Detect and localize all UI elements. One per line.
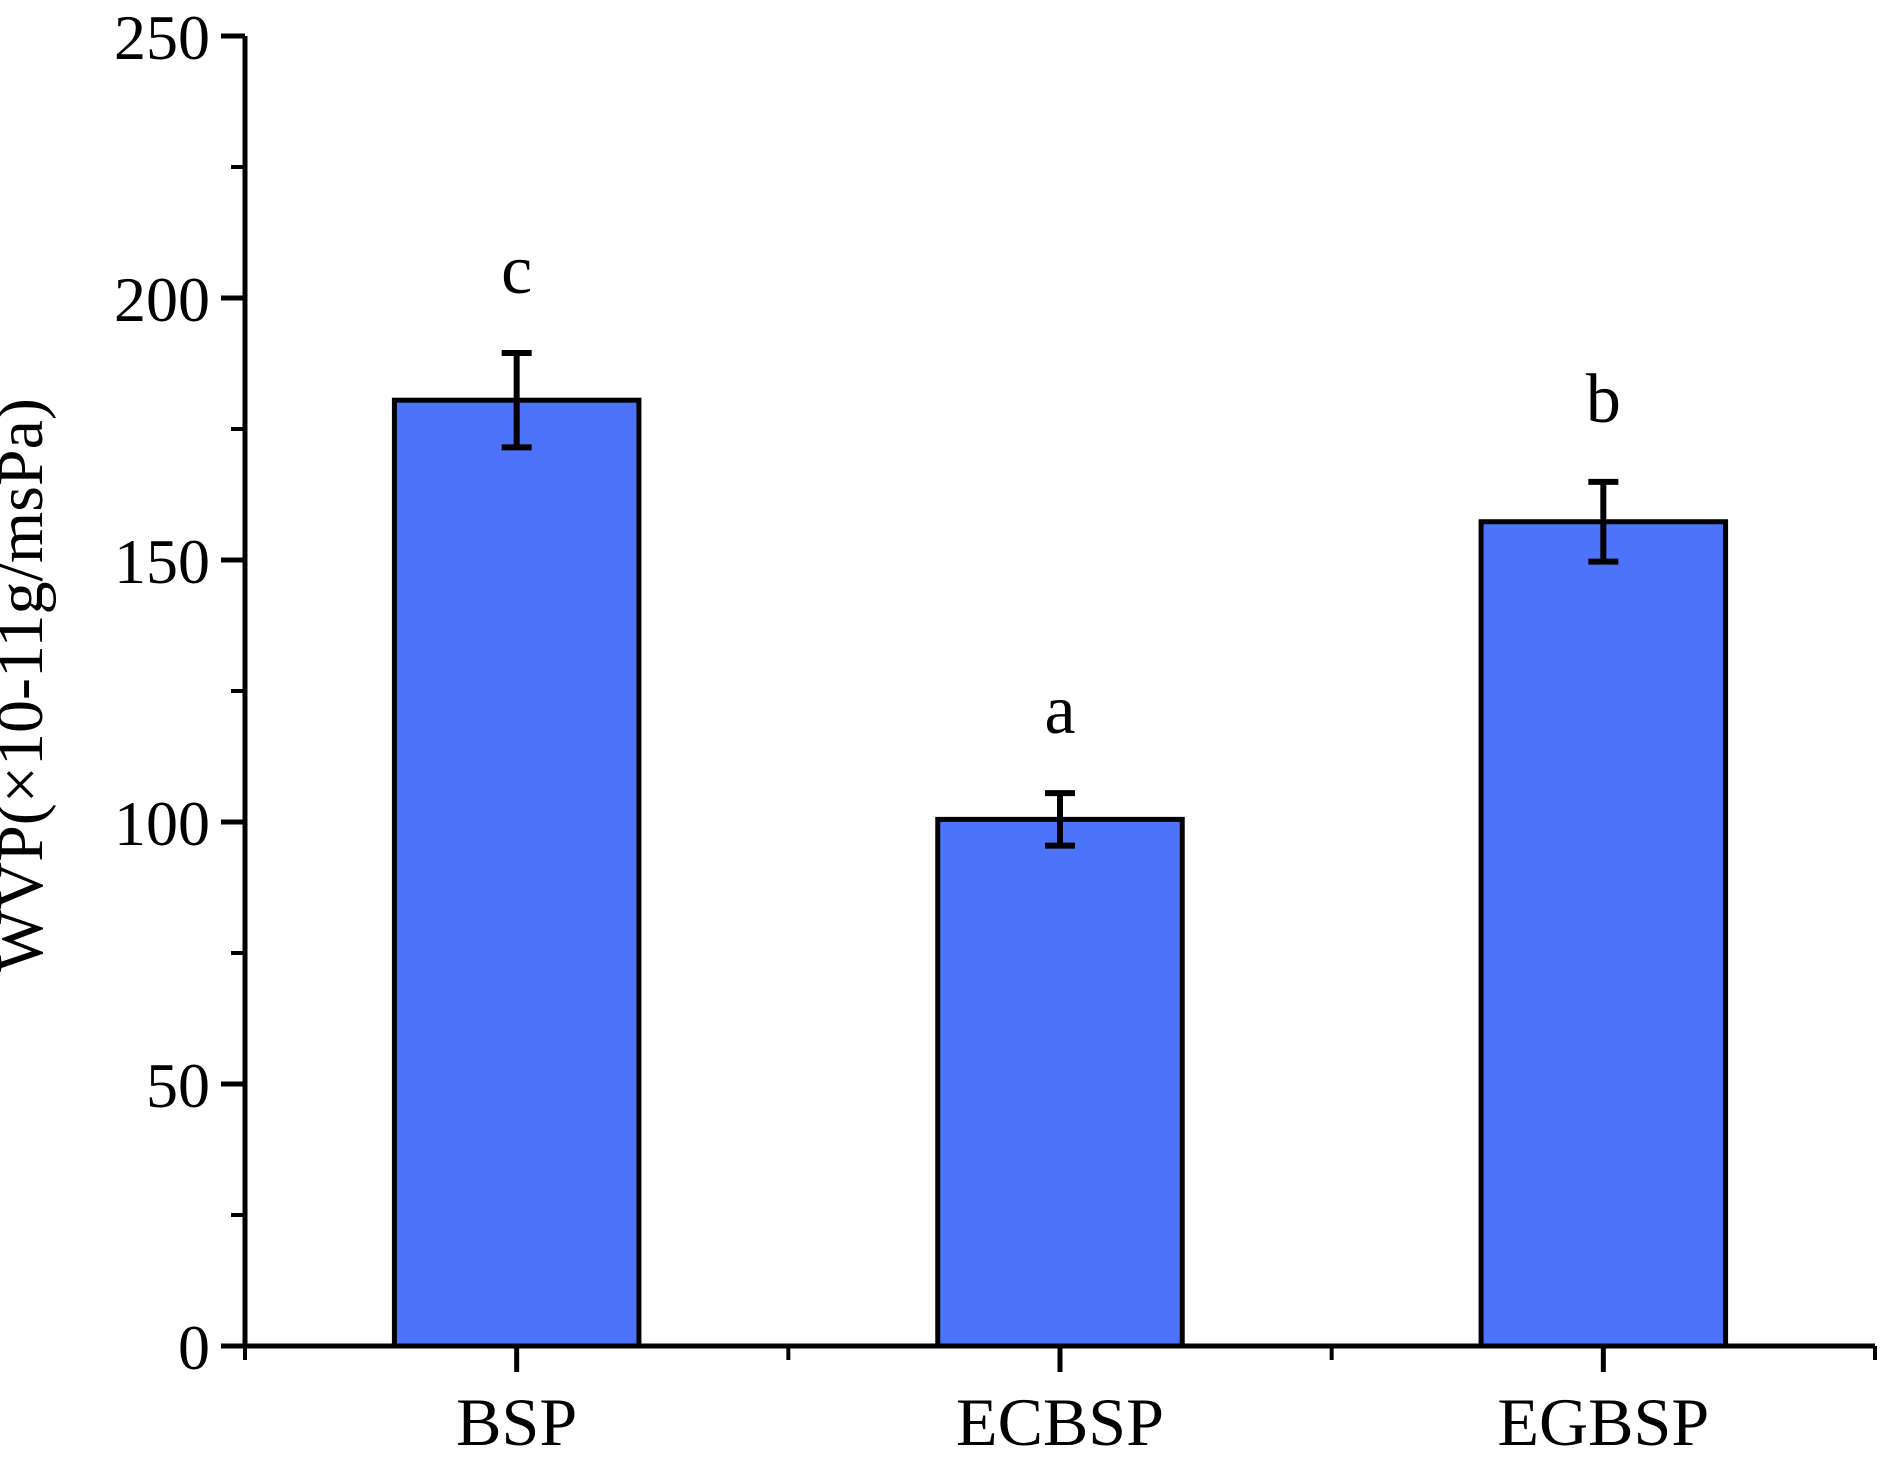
bar-ECBSP: [935, 816, 1185, 1349]
bar-EGBSP: [1478, 519, 1729, 1349]
y-tick-label-0: 0: [178, 1312, 210, 1383]
y-tick-label-100: 100: [114, 788, 210, 859]
y-tick-label-200: 200: [114, 264, 210, 335]
axis-spines: [242, 36, 1875, 1349]
x-tick-label-ECBSP: ECBSP: [956, 1384, 1164, 1460]
y-axis-label: WVP(×10-11g/msPa): [0, 398, 57, 972]
y-tick-label-150: 150: [114, 526, 210, 597]
x-tick-label-BSP: BSP: [456, 1384, 577, 1460]
y-tick-label-50: 50: [146, 1050, 210, 1121]
sig-letter-EGBSP: b: [1586, 361, 1621, 438]
sig-letter-BSP: c: [501, 232, 532, 309]
bar-BSP: [391, 397, 642, 1349]
y-tick-label-250: 250: [114, 2, 210, 73]
x-tick-label-EGBSP: EGBSP: [1498, 1384, 1710, 1460]
sig-letter-ECBSP: a: [1044, 672, 1075, 749]
